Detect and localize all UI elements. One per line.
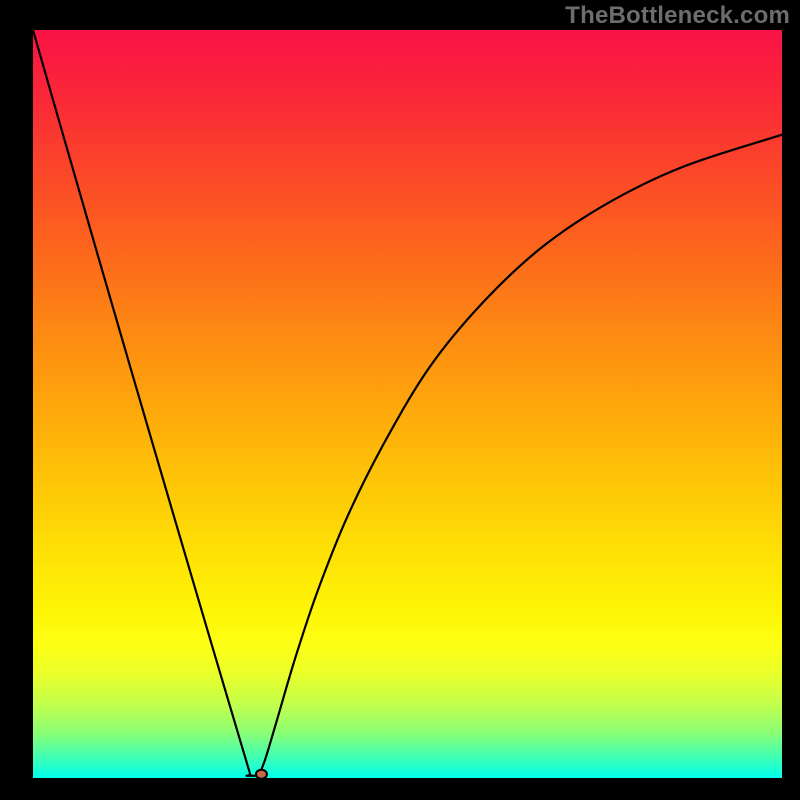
plot-area <box>33 30 782 778</box>
plot-svg <box>33 30 782 778</box>
optimal-point-marker <box>256 770 267 778</box>
watermark-text: TheBottleneck.com <box>565 2 790 30</box>
chart-container: TheBottleneck.com <box>0 0 800 800</box>
